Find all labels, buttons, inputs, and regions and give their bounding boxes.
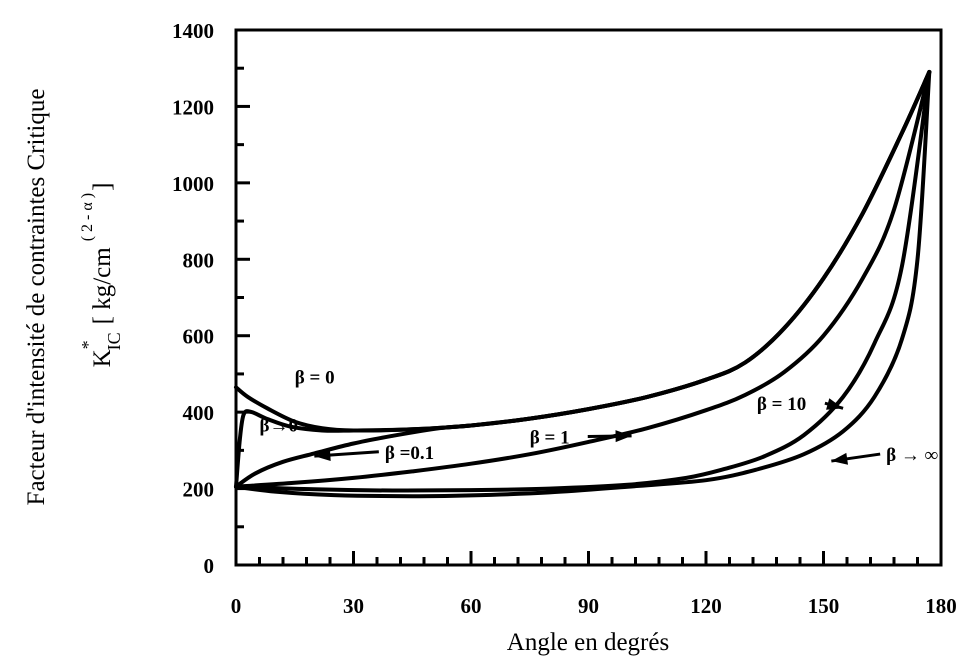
x-axis-title: Angle en degrés: [507, 629, 669, 656]
annotations-layer: β = 0 β→0 β =0.1 β = 1 β = 10 β → ∞: [260, 367, 939, 466]
y-axis-exponent: ( 2 - α ): [79, 193, 96, 241]
y-axis-open-bracket: [ kg/cm: [89, 247, 116, 325]
x-tick-label: 30: [343, 594, 364, 618]
y-tick-label: 1000: [172, 172, 214, 196]
y-axis-close-bracket: ]: [89, 183, 116, 191]
series-label-0: β = 0: [295, 367, 335, 388]
series-label-3: β = 1: [530, 427, 570, 448]
series-label-1: β→0: [260, 415, 299, 436]
x-tick-label: 120: [690, 594, 722, 618]
y-tick-label: 1200: [172, 95, 214, 119]
series-curve-2: [234, 70, 932, 489]
x-tick-label: 150: [808, 594, 840, 618]
y-tick-label: 200: [183, 478, 215, 502]
annotation-arrow-head: [615, 430, 632, 443]
series-curve-3: [234, 70, 932, 489]
x-tick-label: 90: [578, 594, 599, 618]
series-curve-5: [234, 70, 932, 499]
ticks-layer: 0 30 60 90 120 150 180 0 200 400 600 800 1000 1200 140…: [172, 19, 957, 618]
curves-layer: [234, 70, 932, 499]
series-curve-0: [234, 70, 932, 433]
annotation-arrow-head: [314, 449, 331, 462]
y-axis-symbol: K: [89, 349, 116, 367]
series-label-4: β = 10: [757, 394, 806, 415]
y-tick-label: 1400: [172, 19, 214, 43]
series-label-2: β =0.1: [385, 443, 434, 464]
series-curve-4: [234, 70, 932, 493]
plot-frame: [234, 28, 943, 567]
series-curve-1: [234, 70, 932, 489]
y-tick-label: 800: [183, 248, 215, 272]
y-axis-subscript: IC: [104, 332, 124, 350]
annotation-arrow-head: [831, 452, 849, 465]
y-axis-title: Facteur d'intensité de contraintes Criti…: [23, 89, 50, 506]
x-tick-label: 0: [231, 594, 242, 618]
y-axis-title-group: Facteur d'intensité de contraintes Criti…: [23, 89, 50, 506]
y-axis-unit-group: K* IC [ kg/cm ( 2 - α )]: [78, 183, 124, 368]
y-axis-unit: K* IC [ kg/cm ( 2 - α )]: [78, 183, 124, 368]
y-tick-label: 600: [183, 325, 215, 349]
y-axis-superscript: *: [78, 340, 98, 349]
y-tick-label: 400: [183, 401, 215, 425]
x-tick-label: 180: [925, 594, 957, 618]
y-tick-label: 0: [204, 554, 215, 578]
series-label-5: β → ∞: [886, 445, 938, 466]
annotation-arrow-head: [826, 398, 844, 410]
x-tick-label: 60: [461, 594, 482, 618]
